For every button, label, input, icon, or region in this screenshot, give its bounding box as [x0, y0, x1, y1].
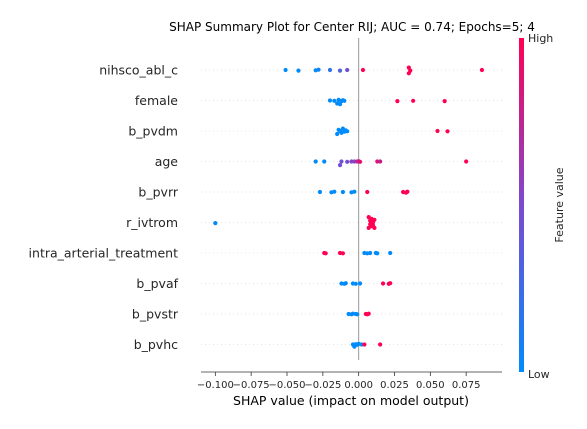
shap-point	[316, 67, 321, 72]
shap-point	[442, 99, 447, 104]
shap-point	[327, 67, 333, 73]
shap-point	[464, 159, 469, 164]
shap-point	[345, 129, 350, 134]
shap-point	[213, 221, 218, 226]
feature-label: b_pvdm	[128, 124, 178, 139]
feature-label: female	[135, 93, 178, 108]
shap-point	[380, 281, 386, 286]
x-axis-ticks: −0.100−0.075−0.050−0.025 0.000 0.025 0.050 0…	[197, 372, 481, 391]
shap-point	[366, 311, 371, 316]
chart-title: SHAP Summary Plot for Center RIJ; AUC = …	[169, 20, 535, 34]
shap-point	[352, 189, 357, 194]
shap-point	[411, 98, 416, 103]
colorbar-high-label: High	[528, 32, 553, 45]
colorbar-title: Feature value	[553, 167, 566, 242]
shap-point	[378, 159, 383, 164]
colorbar	[519, 38, 524, 372]
shap-point	[360, 67, 366, 73]
shap-point	[395, 99, 400, 104]
feature-label: age	[155, 154, 179, 169]
shap-point	[283, 67, 288, 73]
x-tick-label: −0.050	[268, 380, 305, 391]
shap-point	[332, 98, 337, 103]
shap-point	[332, 189, 337, 194]
shap-point	[445, 129, 450, 134]
shap-point	[339, 159, 344, 164]
data-points	[213, 65, 485, 349]
shap-point	[358, 159, 363, 164]
feature-label: b_pvrr	[138, 185, 178, 200]
shap-point	[337, 163, 343, 168]
shap-point	[388, 250, 393, 256]
shap-point	[435, 128, 440, 134]
shap-point	[296, 68, 301, 73]
shap-point	[322, 159, 327, 164]
shap-point	[368, 250, 373, 256]
shap-point	[345, 159, 350, 164]
x-axis-label: SHAP value (impact on model output)	[233, 393, 469, 408]
shap-point	[378, 342, 383, 347]
shap-point	[405, 189, 410, 194]
feature-label: nihsco_abl_c	[99, 63, 178, 78]
x-tick-label: 0.050	[416, 380, 445, 391]
shap-point	[342, 98, 347, 103]
shap-point	[323, 251, 328, 256]
colorbar-low-label: Low	[528, 368, 550, 381]
shap-point	[353, 281, 358, 286]
feature-label: b_pvaf	[136, 276, 178, 291]
x-tick-label: −0.075	[233, 380, 270, 391]
shap-point	[372, 217, 377, 222]
shap-point	[313, 159, 318, 164]
shap-point	[358, 281, 363, 286]
x-tick-label: −0.025	[304, 380, 341, 391]
shap-point	[340, 189, 345, 195]
feature-label: r_ivtrom	[126, 215, 178, 230]
shap-point	[355, 312, 360, 317]
x-tick-label: 0.025	[380, 380, 409, 391]
feature-label: intra_arterial_treatment	[29, 246, 179, 261]
feature-label: b_pvstr	[132, 307, 179, 322]
shap-point	[362, 342, 367, 347]
shap-point	[375, 251, 380, 256]
shap-point	[345, 67, 350, 73]
feature-label: b_pvhc	[134, 337, 178, 352]
shap-point	[335, 131, 340, 137]
shap-point	[327, 98, 333, 103]
x-tick-label: 0.000	[344, 380, 373, 391]
shap-point	[388, 281, 393, 286]
shap-point	[479, 67, 485, 73]
shap-point	[372, 225, 377, 230]
shap-point	[337, 68, 343, 73]
shap-point	[317, 189, 323, 195]
x-tick-label: −0.100	[197, 380, 234, 391]
shap-point	[365, 189, 370, 195]
x-tick-label: 0.075	[452, 380, 481, 391]
shap-point	[340, 251, 345, 256]
shap-point	[406, 65, 411, 70]
shap-point	[343, 281, 348, 286]
